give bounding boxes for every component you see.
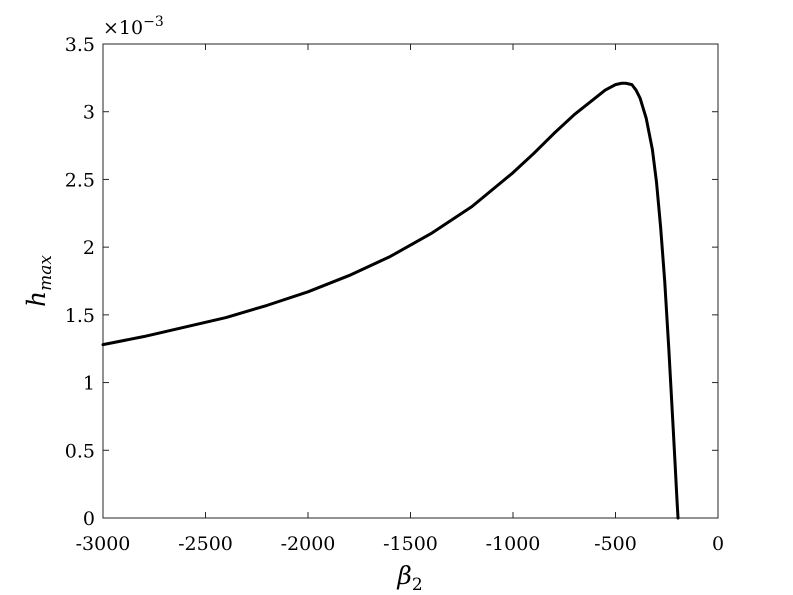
y-tick-label: 0: [83, 508, 95, 530]
x-axis-ticks: -3000 -2500 -2000 -1500 -1000 -500 0: [76, 44, 724, 555]
x-tick-label: -3000: [76, 533, 131, 555]
y-tick-label: 2: [83, 237, 95, 259]
x-axis-label: β2: [396, 561, 422, 595]
y-axis-multiplier: ×10−3: [103, 14, 164, 39]
plot-area-frame: [102, 43, 719, 519]
series-group: [101, 81, 680, 520]
x-tick-label: -1500: [383, 533, 438, 555]
y-axis-label: hmax: [22, 255, 56, 307]
y-tick-label: 2.5: [65, 169, 95, 191]
x-tick-label: 0: [712, 533, 724, 555]
x-tick-label: -2000: [281, 533, 336, 555]
y-tick-label: 3.5: [65, 34, 95, 56]
series-line: [101, 81, 680, 520]
x-tick-label: -2500: [178, 533, 233, 555]
y-axis-ticks: 0 0.5 1 1.5 2 2.5 3 3.5: [65, 34, 718, 530]
y-tick-label: 1.5: [65, 305, 95, 327]
x-tick-label: -500: [594, 533, 637, 555]
x-tick-label: -1000: [486, 533, 541, 555]
y-tick-label: 3: [83, 102, 95, 124]
y-tick-label: 0.5: [65, 440, 95, 462]
y-tick-label: 1: [83, 373, 95, 395]
